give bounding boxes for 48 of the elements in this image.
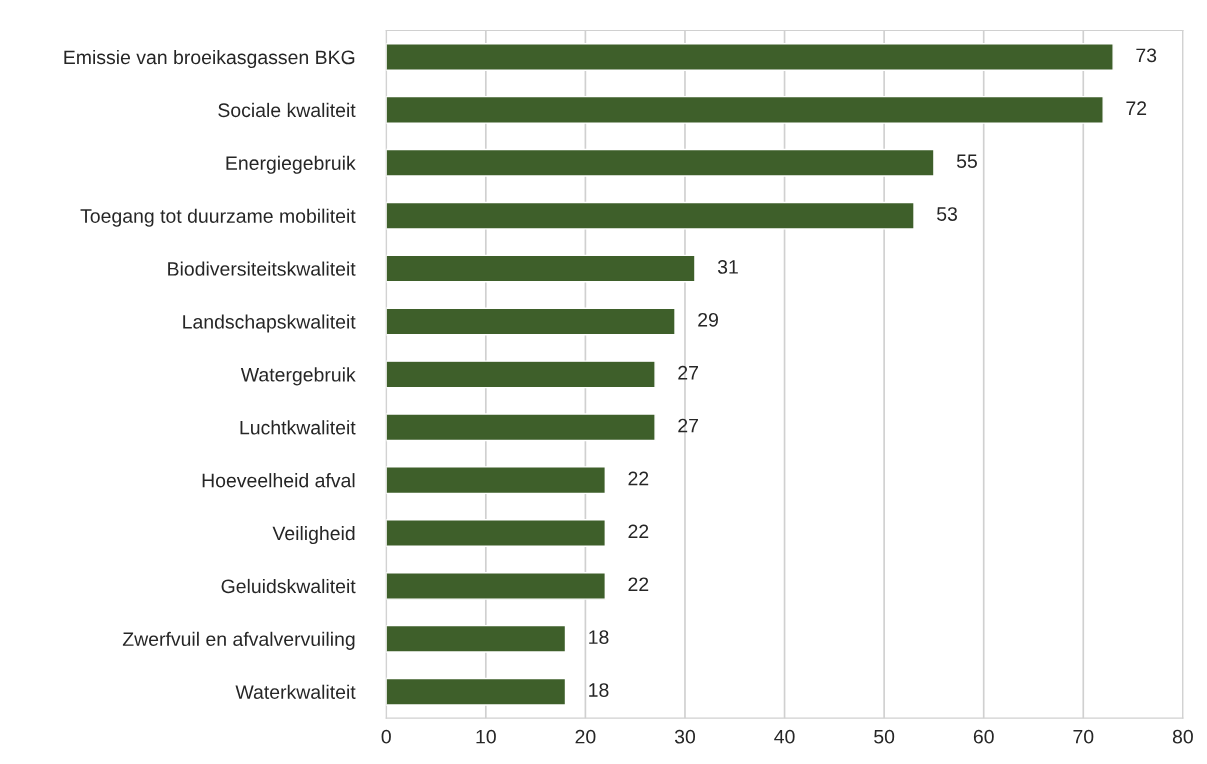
bar — [386, 307, 676, 336]
data-label: 31 — [717, 260, 738, 274]
y-tick-label: Veiligheid — [272, 525, 355, 545]
y-tick-label: Luchtkwaliteit — [240, 420, 356, 435]
data-label: 73 — [1136, 48, 1157, 63]
x-tick-label: 60 — [973, 729, 994, 744]
y-tick-label: Zwerfvuil en afvalvervuiling — [122, 631, 355, 650]
data-label: 22 — [628, 471, 649, 486]
bar — [386, 413, 656, 442]
bar — [386, 43, 1114, 71]
data-label: 27 — [678, 418, 698, 433]
data-label: 29 — [698, 312, 718, 327]
bar — [386, 677, 567, 706]
y-tick-label: Toegang tot duurzame mobiliteit — [80, 208, 356, 227]
x-tick-label: 40 — [774, 729, 795, 744]
bar — [386, 360, 656, 389]
y-tick-label: Hoeveelheid afval — [202, 473, 355, 488]
bar — [386, 254, 696, 283]
bar — [386, 201, 915, 230]
y-tick-label: Emissie van broeikasgassen BKG — [64, 49, 355, 69]
data-label: 55 — [956, 154, 977, 169]
y-tick-label: Sociale kwaliteit — [218, 102, 356, 118]
x-tick-label: 10 — [476, 729, 496, 744]
x-tick-label: 70 — [1073, 729, 1094, 744]
data-label: 22 — [628, 524, 649, 539]
bar — [386, 466, 607, 495]
bar — [386, 519, 607, 547]
y-tick-label: Biodiversiteitskwaliteit — [168, 261, 356, 276]
data-label: 18 — [589, 683, 609, 697]
y-tick-label: Watergebruik — [240, 367, 356, 386]
data-label: 18 — [589, 630, 609, 645]
y-tick-label: Landschapskwaliteit — [183, 314, 356, 333]
y-tick-label: Waterkwaliteit — [235, 684, 356, 699]
data-label: 53 — [937, 207, 957, 221]
bar — [386, 624, 567, 653]
x-tick-label: 20 — [575, 729, 596, 744]
bar — [386, 95, 1104, 124]
data-label: 72 — [1126, 101, 1147, 115]
data-label: 27 — [678, 365, 698, 380]
data-label: 22 — [628, 577, 649, 591]
bar — [386, 572, 607, 600]
x-tick-label: 0 — [381, 729, 391, 744]
bar — [386, 148, 935, 177]
x-tick-label: 80 — [1172, 729, 1193, 744]
y-tick-label: Energiegebruik — [226, 155, 356, 174]
x-tick-label: 30 — [674, 729, 696, 744]
y-tick-label: Geluidskwaliteit — [221, 578, 356, 594]
x-tick-label: 50 — [874, 729, 895, 744]
